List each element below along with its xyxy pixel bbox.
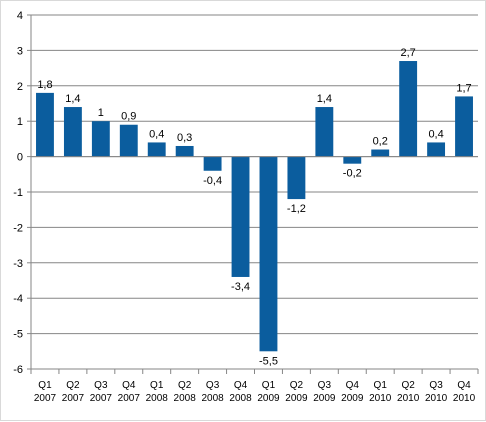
bar (399, 61, 418, 157)
category-label-year: 2007 (62, 393, 85, 404)
bar (287, 156, 306, 200)
y-tick-label: 4 (17, 10, 23, 22)
data-label: 2,7 (401, 47, 416, 59)
data-label: -1,2 (287, 203, 306, 215)
data-label: -5,5 (259, 355, 278, 367)
category-label-year: 2008 (201, 393, 224, 404)
category-label-year: 2009 (257, 393, 280, 404)
category-label-quarter: Q4 (122, 380, 136, 391)
data-label: 0,2 (373, 136, 388, 148)
category-label-year: 2009 (341, 393, 364, 404)
category-label-quarter: Q2 (290, 380, 304, 391)
axes (27, 14, 479, 374)
bar (315, 107, 334, 157)
y-tick-label: -1 (13, 187, 23, 199)
category-label-quarter: Q1 (262, 380, 276, 391)
bar (36, 92, 54, 157)
category-label-year: 2010 (453, 393, 476, 404)
data-label: -3,4 (231, 281, 250, 293)
labels: 4 3 2 1 0 -1 -2 -3 -4 -5 -6 1,8 Q1 2007 1,4 Q2 2007 1 Q3 20… (13, 10, 475, 404)
category-label-quarter: Q2 (401, 380, 415, 391)
category-label-year: 2010 (425, 393, 448, 404)
category-label-year: 2008 (229, 393, 252, 404)
category-label-quarter: Q4 (234, 380, 248, 391)
category-label-quarter: Q4 (457, 380, 471, 391)
category-label-quarter: Q1 (150, 380, 164, 391)
category-label-year: 2008 (174, 393, 197, 404)
y-tick-label: 0 (17, 152, 23, 164)
category-label-year: 2009 (313, 393, 336, 404)
category-label-year: 2007 (118, 393, 141, 404)
category-label-year: 2009 (285, 393, 308, 404)
data-label: 1,4 (65, 93, 80, 105)
category-label-quarter: Q3 (318, 380, 332, 391)
data-label: 0,4 (428, 128, 443, 140)
data-label: -0,2 (343, 168, 362, 180)
bar (91, 121, 110, 157)
data-label: 1,7 (456, 82, 471, 94)
category-label-quarter: Q3 (206, 380, 220, 391)
bars (36, 61, 473, 352)
y-tick-label: -4 (13, 293, 23, 305)
y-tick-label: 1 (17, 116, 23, 128)
category-label-year: 2007 (34, 393, 57, 404)
bar (63, 107, 82, 157)
data-label: 0,3 (177, 132, 192, 144)
category-label-year: 2010 (369, 393, 392, 404)
category-label-quarter: Q3 (94, 380, 108, 391)
category-label-quarter: Q3 (429, 380, 443, 391)
y-tick-label: -3 (13, 258, 23, 270)
y-tick-label: 2 (17, 81, 23, 93)
data-label: -0,4 (203, 175, 222, 187)
bar (231, 156, 250, 277)
category-label-quarter: Q4 (346, 380, 360, 391)
category-label-year: 2008 (146, 393, 169, 404)
category-label-quarter: Q1 (374, 380, 388, 391)
category-label-year: 2007 (90, 393, 113, 404)
y-tick-label: -2 (13, 222, 23, 234)
bar (371, 149, 390, 157)
bar (343, 156, 362, 164)
data-label: 0,4 (149, 128, 164, 140)
category-label-quarter: Q1 (38, 380, 52, 391)
bar (147, 142, 166, 157)
bar (175, 145, 194, 157)
data-label: 1,8 (37, 79, 52, 91)
category-label-year: 2010 (397, 393, 420, 404)
data-label: 1 (98, 107, 104, 119)
bar (455, 96, 473, 157)
bar (119, 124, 138, 157)
category-label-quarter: Q2 (178, 380, 192, 391)
y-tick-label: 3 (17, 45, 23, 57)
bar (427, 142, 446, 157)
y-tick-label: -5 (13, 329, 23, 341)
data-label: 1,4 (317, 93, 332, 105)
data-label: 0,9 (121, 111, 136, 123)
bar (259, 156, 278, 352)
category-label-quarter: Q2 (66, 380, 80, 391)
bar (203, 156, 222, 171)
y-tick-label: -6 (13, 364, 23, 376)
